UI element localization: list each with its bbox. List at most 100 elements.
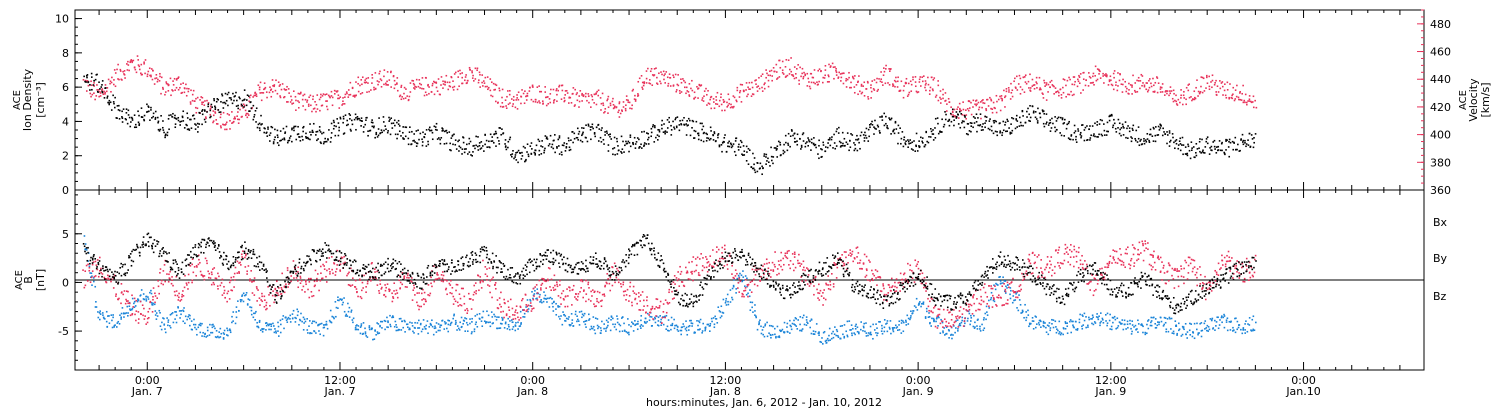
density-point — [315, 131, 318, 133]
density-point — [419, 132, 422, 135]
by-point — [740, 274, 743, 277]
velocity-point — [634, 98, 637, 101]
by-point — [275, 332, 277, 334]
by-point — [350, 309, 353, 312]
by-point — [701, 330, 704, 332]
velocity-point — [498, 89, 501, 92]
velocity-point — [1179, 101, 1181, 104]
velocity-point — [542, 103, 544, 105]
density-point — [939, 130, 941, 133]
density-point — [616, 153, 619, 155]
velocity-point — [309, 94, 312, 97]
density-point — [386, 131, 389, 134]
by-point — [379, 325, 381, 328]
velocity-point — [1169, 86, 1172, 88]
density-point — [1120, 127, 1123, 129]
by-point — [394, 320, 397, 323]
velocity-point — [255, 95, 258, 98]
velocity-point — [1175, 100, 1178, 103]
density-point — [127, 114, 130, 116]
density-point — [150, 109, 152, 111]
by-point — [783, 331, 786, 334]
velocity-point — [740, 101, 743, 103]
velocity-point — [1092, 75, 1094, 78]
velocity-point — [771, 79, 773, 82]
density-point — [892, 130, 894, 133]
velocity-point — [186, 87, 188, 90]
density-point — [247, 95, 250, 97]
by-point — [303, 318, 306, 321]
density-point — [875, 128, 877, 130]
by-point — [670, 316, 673, 319]
by-point — [883, 326, 886, 329]
density-point — [646, 132, 648, 134]
by-point — [465, 321, 468, 324]
density-point — [1130, 136, 1132, 138]
density-point — [209, 116, 211, 119]
density-point — [1062, 122, 1065, 125]
velocity-point — [561, 84, 564, 87]
density-point — [963, 114, 966, 117]
density-point — [1212, 141, 1215, 143]
velocity-point — [1103, 82, 1105, 84]
density-point — [837, 132, 840, 134]
velocity-point — [1059, 88, 1062, 91]
by-point — [860, 321, 862, 323]
density-point — [999, 122, 1001, 124]
density-point — [504, 143, 506, 145]
by-point — [333, 317, 335, 320]
by-point — [699, 318, 702, 321]
velocity-point — [631, 107, 633, 110]
by-point — [572, 325, 575, 327]
density-point — [664, 131, 666, 133]
velocity-point — [330, 90, 333, 93]
density-point — [521, 151, 523, 154]
by-point — [289, 318, 291, 320]
by-point — [254, 312, 256, 315]
by-point — [872, 337, 874, 340]
density-point — [873, 133, 875, 135]
density-point — [548, 143, 551, 145]
velocity-point — [1199, 91, 1201, 94]
velocity-point — [191, 93, 194, 96]
by-point — [1005, 285, 1007, 288]
velocity-point — [1246, 103, 1248, 106]
by-point — [835, 328, 838, 331]
velocity-point — [433, 93, 436, 96]
density-tick-label: 10 — [55, 13, 69, 26]
velocity-point — [1017, 83, 1020, 85]
density-point — [1018, 125, 1021, 127]
velocity-point — [1060, 94, 1063, 96]
velocity-point — [383, 69, 386, 71]
density-point — [702, 140, 705, 143]
density-point — [1117, 118, 1120, 121]
velocity-point — [368, 90, 370, 93]
density-point — [607, 150, 610, 152]
by-point — [111, 319, 113, 322]
by-point — [84, 243, 87, 245]
density-point — [993, 121, 995, 124]
by-point — [526, 299, 529, 301]
density-point — [1018, 116, 1021, 119]
density-point — [524, 159, 527, 162]
velocity-point — [180, 92, 183, 94]
by-point — [636, 328, 639, 331]
density-point — [164, 136, 166, 139]
density-point — [1029, 116, 1032, 119]
by-point — [913, 305, 916, 307]
density-point — [967, 123, 970, 125]
velocity-point — [1025, 82, 1028, 85]
velocity-point — [694, 96, 697, 99]
density-point — [252, 104, 255, 107]
density-point — [897, 142, 899, 145]
velocity-point — [761, 90, 764, 92]
velocity-point — [597, 94, 600, 97]
density-point — [1077, 130, 1080, 132]
by-point — [581, 313, 584, 316]
density-point — [655, 136, 657, 139]
by-point — [277, 330, 279, 332]
density-point — [118, 118, 121, 120]
density-point — [827, 138, 830, 141]
by-point — [492, 322, 495, 324]
by-point — [837, 334, 839, 337]
